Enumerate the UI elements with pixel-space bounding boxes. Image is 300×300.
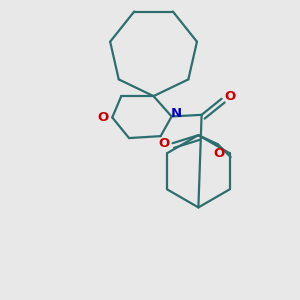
Text: N: N bbox=[171, 107, 182, 120]
Text: O: O bbox=[214, 147, 225, 161]
Text: O: O bbox=[97, 111, 108, 124]
Text: O: O bbox=[158, 137, 169, 150]
Text: O: O bbox=[224, 90, 235, 103]
